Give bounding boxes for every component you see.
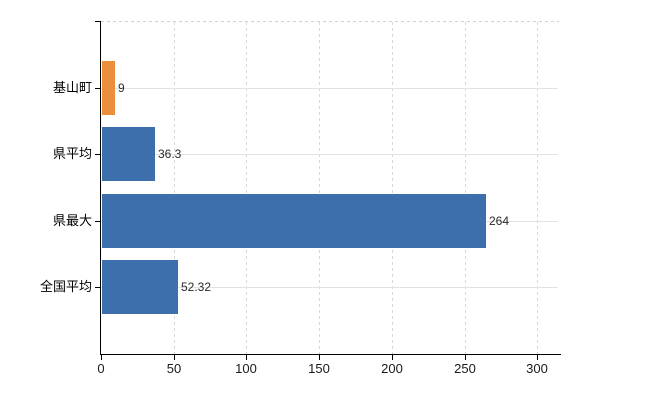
gridline-vertical bbox=[465, 22, 466, 354]
x-axis-tick bbox=[537, 355, 538, 360]
x-axis-tick bbox=[465, 355, 466, 360]
category-label: 全国平均 bbox=[39, 279, 92, 294]
x-axis-tick-label: 200 bbox=[381, 361, 403, 376]
category-label: 県最大 bbox=[52, 213, 92, 228]
gridline-vertical bbox=[246, 22, 247, 354]
value-label: 264 bbox=[489, 214, 510, 228]
x-axis-tick-label: 250 bbox=[454, 361, 476, 376]
gridline-vertical bbox=[174, 22, 175, 354]
x-axis-tick-label: 150 bbox=[308, 361, 330, 376]
y-axis-tick bbox=[95, 287, 101, 288]
x-axis-tick-label: 50 bbox=[166, 361, 182, 376]
y-axis-line bbox=[100, 21, 101, 355]
gridline-vertical bbox=[392, 22, 393, 354]
x-axis-line bbox=[101, 354, 561, 355]
gridline-vertical bbox=[319, 22, 320, 354]
category-label: 基山町 bbox=[52, 80, 92, 95]
gridline-horizontal bbox=[101, 154, 558, 155]
plot-top-border bbox=[101, 21, 559, 22]
y-axis-tick bbox=[95, 154, 101, 155]
y-axis-tick bbox=[95, 88, 101, 89]
gridline-vertical bbox=[537, 22, 538, 354]
y-axis-end-tick bbox=[95, 21, 101, 22]
bar bbox=[102, 260, 178, 314]
x-axis-tick bbox=[319, 355, 320, 360]
category-label: 県平均 bbox=[52, 146, 92, 161]
bar bbox=[102, 61, 115, 115]
value-label: 52.32 bbox=[181, 280, 212, 294]
x-axis-tick-label: 100 bbox=[235, 361, 257, 376]
x-axis-tick bbox=[174, 355, 175, 360]
x-axis-tick bbox=[246, 355, 247, 360]
y-axis-tick bbox=[95, 221, 101, 222]
x-axis-tick bbox=[101, 355, 102, 360]
x-axis-tick bbox=[392, 355, 393, 360]
value-label: 36.3 bbox=[158, 147, 182, 161]
gridline-horizontal bbox=[101, 287, 558, 288]
value-label: 9 bbox=[118, 81, 125, 95]
bar bbox=[102, 194, 486, 248]
bar bbox=[102, 127, 155, 181]
gridline-horizontal bbox=[101, 88, 558, 89]
x-axis-tick-label: 0 bbox=[97, 361, 105, 376]
x-axis-tick-label: 300 bbox=[526, 361, 548, 376]
